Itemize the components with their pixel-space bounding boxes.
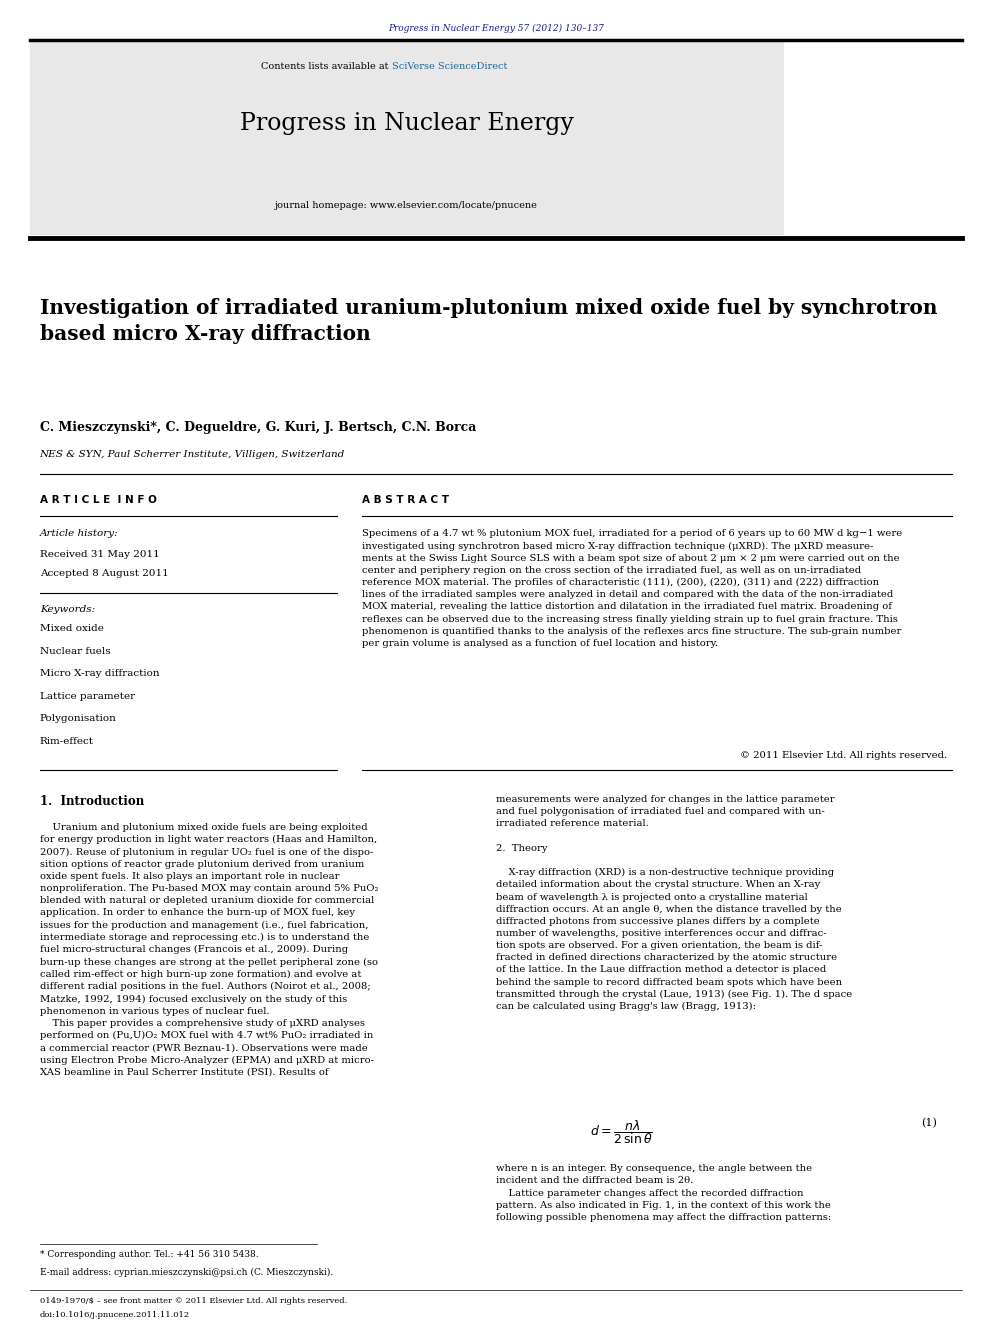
Text: measurements were analyzed for changes in the lattice parameter
and fuel polygon: measurements were analyzed for changes i… [496, 795, 852, 1011]
Text: Nuclear fuels: Nuclear fuels [40, 647, 110, 656]
Text: (1): (1) [922, 1118, 937, 1129]
Text: © 2011 Elsevier Ltd. All rights reserved.: © 2011 Elsevier Ltd. All rights reserved… [740, 751, 947, 761]
Text: Micro X-ray diffraction: Micro X-ray diffraction [40, 669, 160, 679]
Text: SciVerse ScienceDirect: SciVerse ScienceDirect [392, 62, 507, 71]
Text: Article history:: Article history: [40, 529, 118, 538]
Text: Progress in Nuclear Energy: Progress in Nuclear Energy [240, 112, 573, 135]
Text: Investigation of irradiated uranium-plutonium mixed oxide fuel by synchrotron
ba: Investigation of irradiated uranium-plut… [40, 298, 937, 344]
Text: Accepted 8 August 2011: Accepted 8 August 2011 [40, 569, 169, 578]
Text: journal homepage: www.elsevier.com/locate/pnucene: journal homepage: www.elsevier.com/locat… [276, 201, 538, 210]
Text: Mixed oxide: Mixed oxide [40, 624, 103, 634]
Text: Lattice parameter: Lattice parameter [40, 692, 135, 701]
Text: Contents lists available at: Contents lists available at [261, 62, 392, 71]
Text: $d = \dfrac{n\lambda}{2\,\sin\theta}$: $d = \dfrac{n\lambda}{2\,\sin\theta}$ [590, 1118, 653, 1146]
Text: 1.  Introduction: 1. Introduction [40, 795, 144, 808]
Text: * Corresponding author. Tel.: +41 56 310 5438.: * Corresponding author. Tel.: +41 56 310… [40, 1250, 258, 1259]
Bar [30, 42, 784, 235]
Text: Keywords:: Keywords: [40, 605, 95, 614]
Text: Received 31 May 2011: Received 31 May 2011 [40, 550, 160, 560]
Text: NES & SYN, Paul Scherrer Institute, Villigen, Switzerland: NES & SYN, Paul Scherrer Institute, Vill… [40, 450, 345, 459]
Text: 0149-1970/$ – see front matter © 2011 Elsevier Ltd. All rights reserved.: 0149-1970/$ – see front matter © 2011 El… [40, 1297, 347, 1304]
Text: Rim-effect: Rim-effect [40, 737, 93, 746]
Text: Progress in Nuclear Energy 57 (2012) 130–137: Progress in Nuclear Energy 57 (2012) 130… [388, 24, 604, 33]
Text: E-mail address: cyprian.mieszczynski@psi.ch (C. Mieszczynski).: E-mail address: cyprian.mieszczynski@psi… [40, 1267, 333, 1277]
Text: Polygonisation: Polygonisation [40, 714, 116, 724]
Text: Specimens of a 4.7 wt % plutonium MOX fuel, irradiated for a period of 6 years u: Specimens of a 4.7 wt % plutonium MOX fu… [362, 529, 903, 648]
Text: A B S T R A C T: A B S T R A C T [362, 495, 449, 505]
Text: where n is an integer. By consequence, the angle between the
incident and the di: where n is an integer. By consequence, t… [496, 1164, 831, 1222]
Text: doi:10.1016/j.pnucene.2011.11.012: doi:10.1016/j.pnucene.2011.11.012 [40, 1311, 189, 1319]
Text: A R T I C L E  I N F O: A R T I C L E I N F O [40, 495, 157, 505]
Text: C. Mieszczynski*, C. Degueldre, G. Kuri, J. Bertsch, C.N. Borca: C. Mieszczynski*, C. Degueldre, G. Kuri,… [40, 421, 476, 434]
Text: Uranium and plutonium mixed oxide fuels are being exploited
for energy productio: Uranium and plutonium mixed oxide fuels … [40, 823, 378, 1077]
